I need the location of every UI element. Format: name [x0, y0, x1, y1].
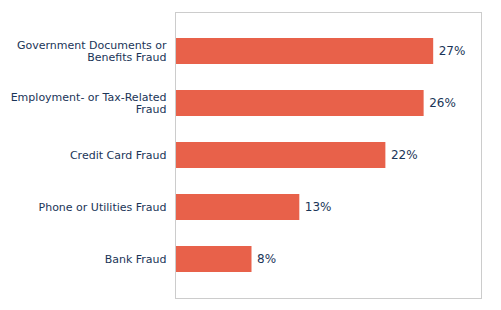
svg-text:Employment- or Tax-RelatedFrau: Employment- or Tax-RelatedFraud	[11, 91, 167, 116]
svg-text:Bank Fraud: Bank Fraud	[105, 253, 167, 266]
svg-text:26%: 26%	[429, 96, 456, 110]
svg-text:22%: 22%	[391, 148, 418, 162]
svg-text:Phone or Utilities Fraud: Phone or Utilities Fraud	[39, 201, 167, 214]
svg-text:27%: 27%	[439, 44, 466, 58]
svg-text:13%: 13%	[305, 200, 332, 214]
svg-text:Credit Card Fraud: Credit Card Fraud	[70, 149, 167, 162]
svg-text:8%: 8%	[257, 252, 276, 266]
svg-text:Government Documents orBenefit: Government Documents orBenefits Fraud	[17, 39, 167, 64]
